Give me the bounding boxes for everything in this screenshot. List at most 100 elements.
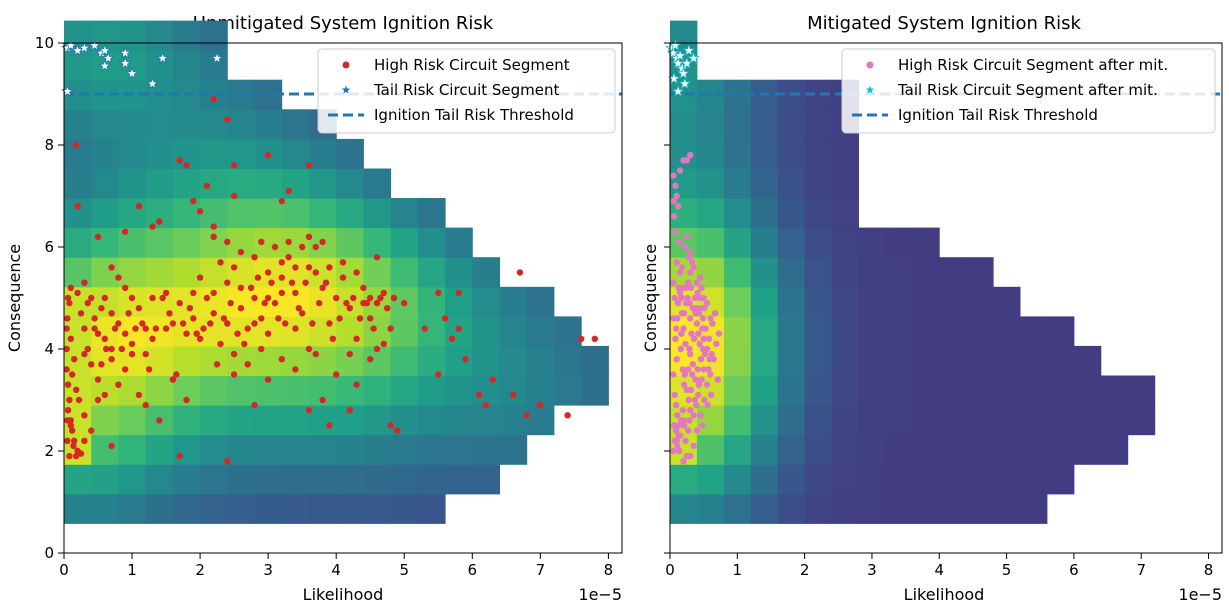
heatmap-cell xyxy=(145,464,174,495)
x-tick-label: 4 xyxy=(934,561,944,579)
heatmap-cell xyxy=(472,345,500,376)
high-risk-point xyxy=(676,167,684,174)
heatmap-cell xyxy=(804,434,832,465)
heatmap-cell xyxy=(831,405,859,436)
heatmap-cell xyxy=(804,493,832,524)
high-risk-point xyxy=(697,356,705,363)
high-risk-point xyxy=(676,432,684,439)
high-risk-point xyxy=(207,320,214,327)
right-chart-title: Mitigated System Ignition Risk xyxy=(807,13,1081,34)
heatmap-cell xyxy=(858,405,886,436)
high-risk-point xyxy=(708,350,715,358)
high-risk-point xyxy=(701,396,708,404)
heatmap-cell xyxy=(336,168,364,199)
heatmap-cell xyxy=(64,50,92,81)
heatmap-cell xyxy=(912,345,940,376)
heatmap-cell xyxy=(499,286,528,317)
heatmap-cell xyxy=(145,316,174,347)
high-risk-point xyxy=(67,284,75,291)
tail-risk-point xyxy=(678,77,692,90)
heatmap-cell xyxy=(1020,316,1048,347)
heatmap-cell xyxy=(145,168,174,199)
high-risk-point xyxy=(353,381,360,388)
high-risk-point xyxy=(705,335,713,342)
heatmap-cell xyxy=(336,198,364,229)
high-risk-point xyxy=(94,376,102,383)
high-risk-point xyxy=(156,218,163,225)
x-tick-label: 3 xyxy=(263,561,273,579)
heatmap-cell xyxy=(526,345,555,376)
heatmap-cell xyxy=(309,464,337,495)
high-risk-point xyxy=(686,345,693,353)
heatmap-cell xyxy=(336,345,364,376)
tail-risk-point xyxy=(687,51,700,64)
high-risk-point xyxy=(670,172,677,179)
high-risk-point xyxy=(142,401,149,409)
high-risk-point xyxy=(73,141,80,149)
high-risk-point xyxy=(210,289,217,297)
high-risk-point xyxy=(673,356,680,363)
high-risk-point xyxy=(149,294,156,302)
heatmap-cell xyxy=(885,493,913,524)
heatmap-cell xyxy=(750,464,779,495)
high-risk-point xyxy=(316,299,323,307)
heatmap-cell xyxy=(912,227,940,258)
legend-label: Ignition Tail Risk Threshold xyxy=(374,106,574,124)
high-risk-point xyxy=(115,381,122,388)
heatmap-cell xyxy=(254,405,283,436)
heatmap-cell xyxy=(499,316,528,347)
high-risk-point xyxy=(370,325,377,332)
high-risk-point xyxy=(693,305,700,312)
heatmap-cell xyxy=(750,316,779,347)
high-risk-point xyxy=(285,238,292,246)
heatmap-cell xyxy=(227,345,255,376)
high-risk-point xyxy=(91,325,98,332)
high-risk-point xyxy=(387,422,394,429)
heatmap-cell xyxy=(417,375,446,406)
high-risk-point xyxy=(125,310,132,317)
heatmap-cell xyxy=(445,434,473,465)
heatmap-cell xyxy=(91,464,119,495)
high-risk-point xyxy=(683,233,690,240)
high-risk-point xyxy=(244,325,251,332)
high-risk-point xyxy=(701,350,709,358)
high-risk-point xyxy=(190,197,197,205)
high-risk-point xyxy=(677,345,684,353)
right-legend: High Risk Circuit Segment after mit. Tail… xyxy=(841,48,1216,134)
high-risk-point xyxy=(69,371,76,378)
high-risk-point xyxy=(691,396,699,404)
heatmap-cell xyxy=(118,138,147,169)
heatmap-cell xyxy=(227,168,255,199)
heatmap-cell xyxy=(200,493,228,524)
heatmap-cell xyxy=(172,434,201,465)
heatmap-cell xyxy=(254,286,283,317)
heatmap-cell xyxy=(912,434,940,465)
heatmap-cell xyxy=(777,198,806,229)
heatmap-cell xyxy=(1047,316,1075,347)
heatmap-cell xyxy=(91,138,119,169)
heatmap-cell xyxy=(1073,405,1102,436)
heatmap-cell xyxy=(200,345,228,376)
heatmap-cell xyxy=(831,138,859,169)
high-risk-point xyxy=(70,442,77,450)
heatmap-cell xyxy=(472,257,500,288)
heatmap-cell xyxy=(417,405,446,436)
high-risk-point xyxy=(66,452,73,460)
high-risk-point xyxy=(156,417,163,424)
high-risk-point xyxy=(680,310,688,317)
high-risk-point xyxy=(700,335,707,342)
heatmap-cell xyxy=(750,227,779,258)
heatmap-cell xyxy=(777,493,806,524)
heatmap-cell xyxy=(118,375,147,406)
high-risk-point xyxy=(679,407,686,414)
high-risk-point xyxy=(268,279,275,286)
heatmap-cell xyxy=(858,345,886,376)
heatmap-cell xyxy=(281,198,310,229)
heatmap-cell xyxy=(145,109,174,140)
high-risk-point xyxy=(173,371,180,378)
heatmap-cell xyxy=(885,227,913,258)
high-risk-point xyxy=(441,315,449,322)
heatmap-cell xyxy=(723,286,752,317)
high-risk-point xyxy=(64,381,72,388)
heatmap-cell xyxy=(554,375,582,406)
